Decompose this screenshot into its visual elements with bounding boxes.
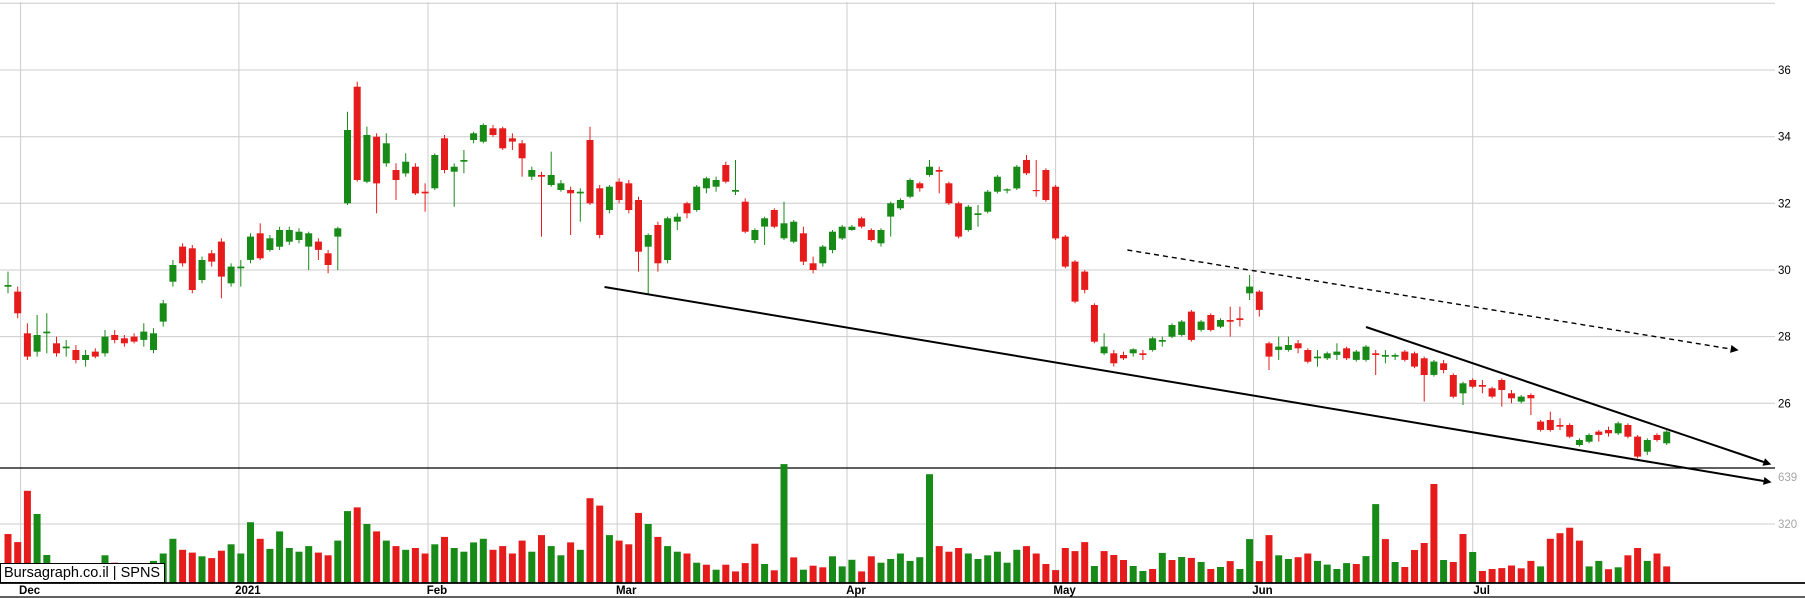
watermark-badge: Bursagraph.co.il | SPNS <box>0 563 166 583</box>
svg-text:28: 28 <box>1778 332 1791 344</box>
svg-text:Apr: Apr <box>846 585 866 597</box>
svg-text:Feb: Feb <box>427 585 447 597</box>
svg-text:639: 639 <box>1778 472 1797 484</box>
svg-text:Mar: Mar <box>616 585 637 597</box>
svg-text:May: May <box>1053 585 1076 597</box>
svg-text:34: 34 <box>1778 132 1791 144</box>
svg-text:36: 36 <box>1778 65 1791 77</box>
svg-text:2021: 2021 <box>235 585 261 597</box>
svg-text:Jul: Jul <box>1473 585 1490 597</box>
svg-text:Dec: Dec <box>19 585 41 597</box>
svg-text:32: 32 <box>1778 198 1791 210</box>
svg-text:30: 30 <box>1778 265 1791 277</box>
svg-text:Jun: Jun <box>1252 585 1272 597</box>
watermark-text: Bursagraph.co.il | SPNS <box>4 565 161 581</box>
svg-text:26: 26 <box>1778 398 1791 410</box>
svg-text:320: 320 <box>1778 519 1797 531</box>
